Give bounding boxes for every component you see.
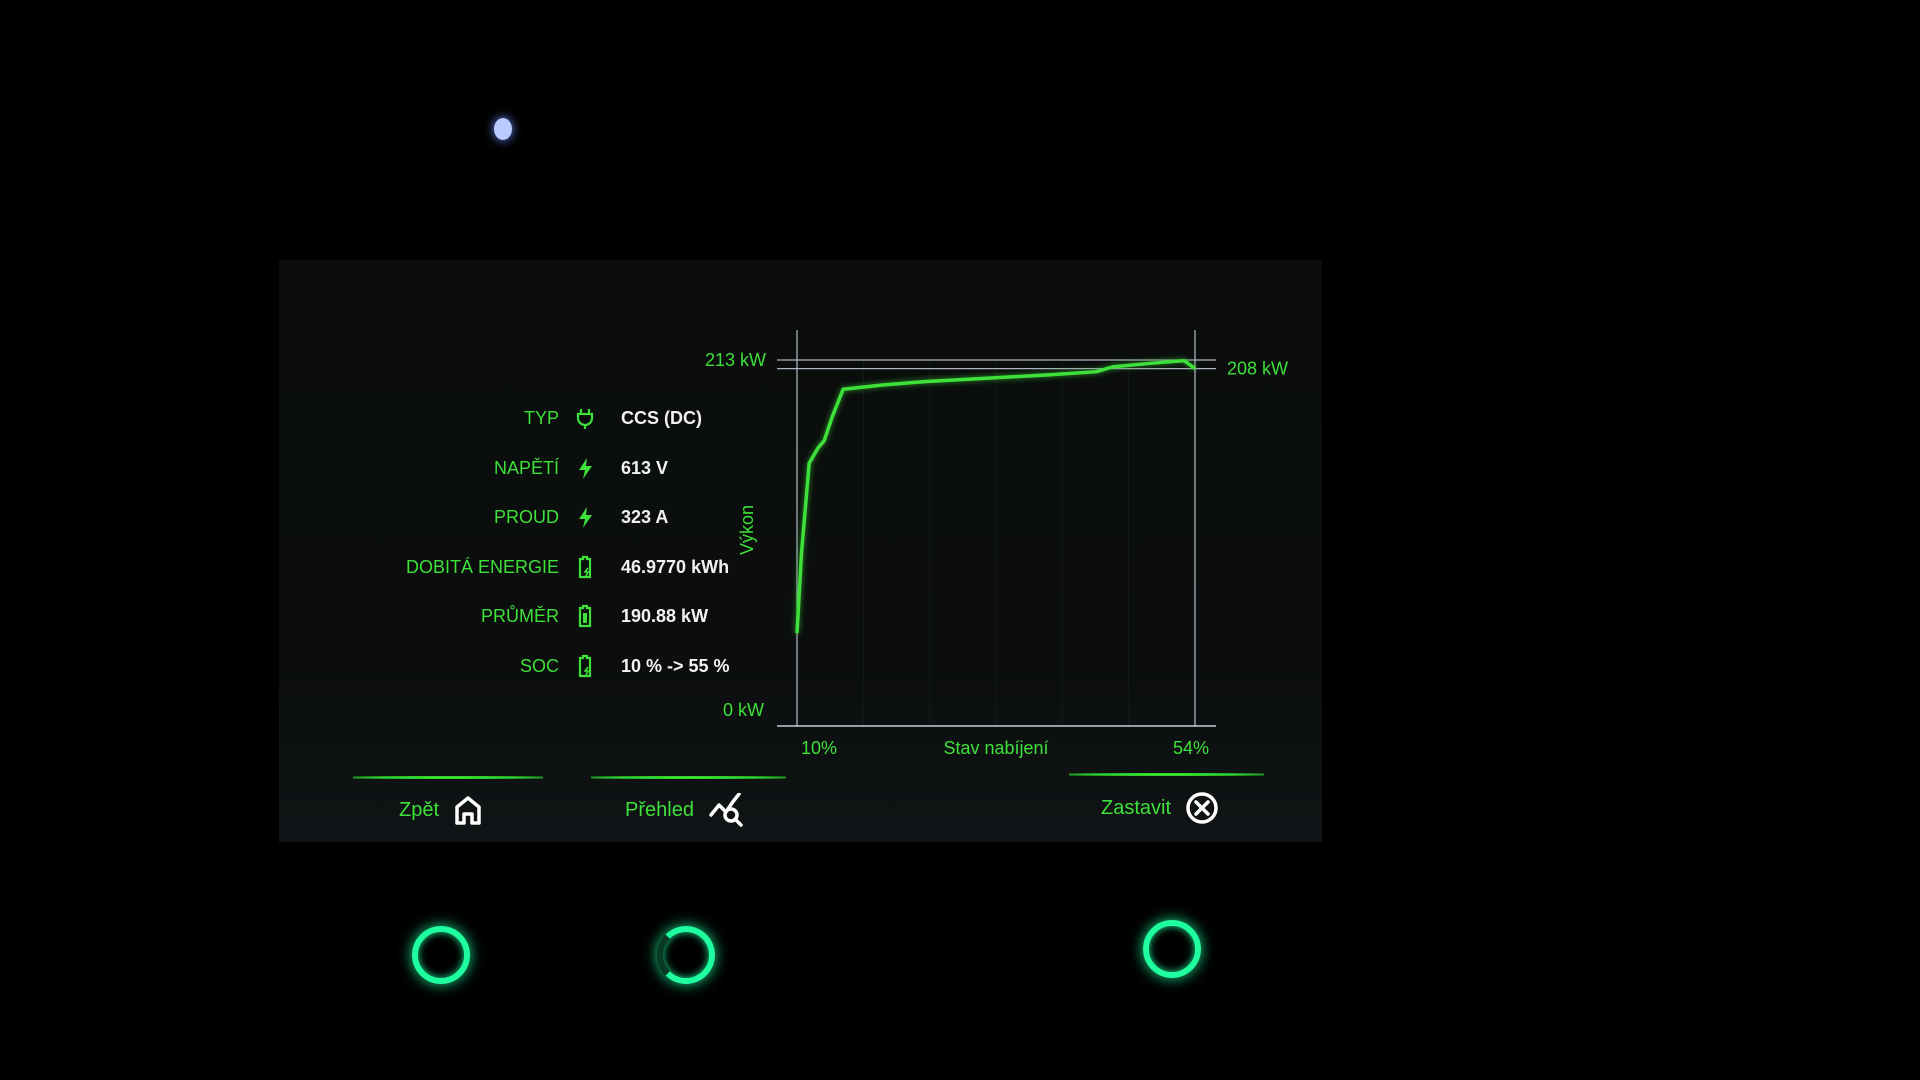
home-icon [455,796,481,825]
info-label: PROUD [493,507,559,528]
battery-icon [578,605,592,628]
info-row-průměr: PRŮMĚR 190.88 kW [279,602,979,632]
overview-button[interactable]: Přehled [625,782,746,838]
info-label: SOC [519,656,559,676]
info-label: DOBITÁ ENERGIE [405,556,559,577]
back-button[interactable]: Zpět [399,782,483,838]
stop-button-indicator [1069,773,1264,776]
bolt-icon [579,457,592,479]
hardware-button-middle[interactable] [657,926,715,984]
back-label: Zpět [399,798,440,821]
x-axis-label: Stav nabíjení [943,738,1048,758]
info-label: TYP [523,408,559,428]
y-tick-min: 0 kW [723,700,764,720]
info-value: 613 V [621,457,669,478]
y-axis-label: Výkon [737,505,757,555]
battery-charging-icon [578,654,592,678]
info-value: CCS (DC) [621,408,702,428]
info-row-proud: PROUD 323 A [279,503,979,533]
x-tick-min: 10% [801,738,837,758]
overview-button-indicator [591,776,786,779]
info-value: 46.9770 kWh [621,556,730,577]
power-line [795,358,1197,634]
hardware-button-left[interactable] [412,926,470,984]
info-value: 10 % -> 55 % [621,656,730,676]
y-tick-max: 213 kW [705,350,766,370]
hardware-button-right[interactable] [1143,920,1201,978]
back-button-indicator [353,776,543,779]
indicator-light [494,118,512,140]
info-label: NAPĚTÍ [493,457,559,478]
bolt-icon [579,507,592,529]
info-value: 323 A [621,507,669,528]
info-row-soc: SOC 10 % -> 55 % [279,652,979,682]
info-value: 190.88 kW [621,606,709,627]
battery-charging-icon [578,555,592,578]
power-chart: 213 kW 0 kW 208 kW 10% 54% Stav nabíjení Výkon [705,330,1288,758]
info-label: PRŮMĚR [480,606,559,627]
info-row-typ: TYP CCS (DC) [279,404,979,434]
current-power-label: 208 kW [1227,359,1288,379]
chart-search-icon [709,793,743,827]
stop-button[interactable]: Zastavit [1101,780,1219,836]
overview-label: Přehled [625,798,694,821]
charger-screen: TYP CCS (DC) NAPĚTÍ 613 V PROUD 323 A DOBIT… [279,260,1322,842]
x-tick-max: 54% [1173,738,1209,758]
close-circle-icon [1186,792,1218,824]
info-row-napětí: NAPĚTÍ 613 V [279,454,979,484]
stop-label: Zastavit [1101,796,1172,819]
plug-icon [576,409,594,429]
info-row-dobitá-energie: DOBITÁ ENERGIE 46.9770 kWh [279,553,979,583]
